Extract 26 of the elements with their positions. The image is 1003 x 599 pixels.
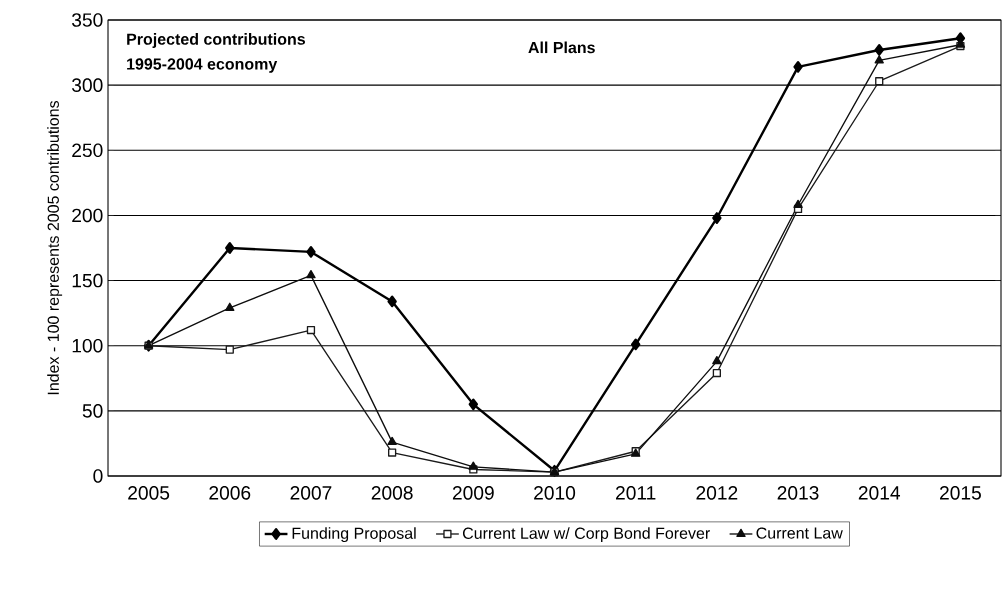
y-tick-label: 150 <box>72 273 103 288</box>
legend-label: Current Law w/ Corp Bond Forever <box>462 527 710 543</box>
x-tick-label: 2011 <box>616 486 656 500</box>
y-tick-label: 250 <box>72 143 103 158</box>
x-tick-label: 2006 <box>209 486 251 500</box>
x-tick-label: 2012 <box>696 486 738 500</box>
y-axis-title: Index - 100 represents 2005 contributions <box>47 100 63 395</box>
legend-label: Current Law <box>756 527 843 539</box>
y-tick-label: 50 <box>82 404 103 418</box>
annotation: Projected contributions <box>127 33 306 48</box>
x-tick-label: 2008 <box>371 486 413 500</box>
annotation: All Plans <box>528 41 595 54</box>
y-tick-label: 200 <box>72 208 103 223</box>
x-tick-label: 2009 <box>452 486 494 500</box>
x-tick-label: 2013 <box>777 486 819 500</box>
x-tick-label: 2010 <box>534 486 576 500</box>
annotation: 1995-2004 economy <box>127 58 278 73</box>
y-tick-label: 100 <box>72 338 103 353</box>
x-tick-label: 2014 <box>858 486 901 500</box>
x-tick-label: 2015 <box>940 486 981 500</box>
y-tick-label: 300 <box>72 78 103 92</box>
y-tick-label: 0 <box>93 469 103 483</box>
x-tick-label: 2005 <box>128 486 170 500</box>
x-tick-label: 2007 <box>290 486 332 500</box>
y-tick-label: 350 <box>72 13 103 27</box>
legend-label: Funding Proposal <box>292 527 416 543</box>
